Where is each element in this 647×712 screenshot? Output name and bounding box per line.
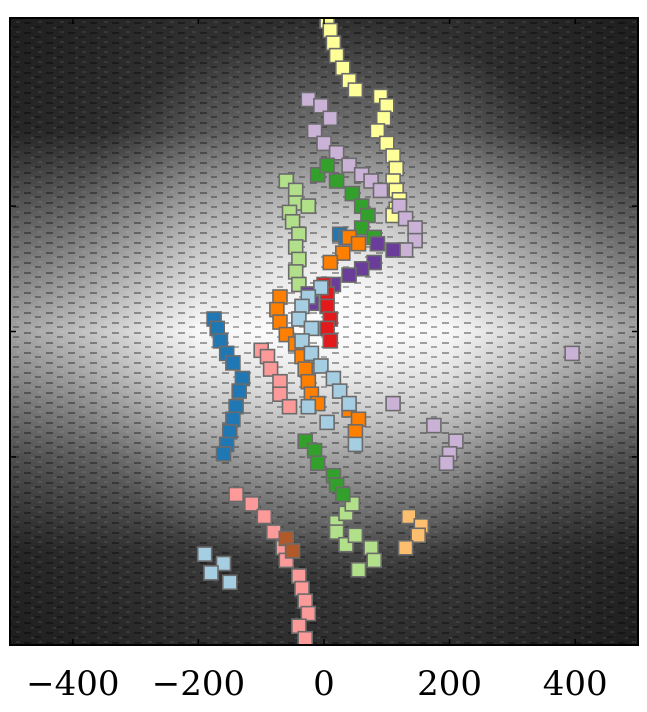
data-point-s8-p12 — [319, 414, 335, 431]
data-point-s5-p0 — [369, 235, 386, 252]
data-point-s3-p13 — [334, 486, 351, 503]
data-point-s8-p10 — [341, 395, 357, 412]
series-2 — [278, 173, 383, 578]
data-point-s8-p13 — [347, 436, 364, 453]
data-point-s4-p13 — [215, 445, 232, 462]
data-point-s11-p1 — [284, 543, 301, 559]
data-point-s1-p20 — [438, 455, 455, 472]
data-point-s2-p18 — [366, 552, 383, 569]
data-point-s8-p5 — [294, 333, 310, 349]
x-tick-label-4: 400 — [543, 664, 608, 704]
data-point-s2-p19 — [350, 561, 367, 578]
series-3 — [297, 157, 383, 503]
data-point-s6-p1 — [350, 235, 367, 252]
data-point-s1-p16 — [385, 395, 401, 412]
data-point-s10-p2 — [410, 527, 427, 544]
data-point-s1-p9 — [372, 182, 389, 199]
data-point-s9-p6 — [228, 486, 244, 503]
data-point-s9-p17 — [297, 630, 314, 645]
data-point-s10-p3 — [397, 539, 414, 556]
series-11 — [278, 530, 301, 559]
data-point-s8-p9 — [331, 383, 348, 399]
data-point-s4-p6 — [225, 355, 241, 371]
data-point-s0-p6 — [347, 82, 364, 98]
data-point-s2-p4 — [300, 198, 317, 214]
data-point-s1-p5 — [328, 145, 345, 161]
data-point-s9-p5 — [281, 398, 298, 415]
data-point-s9-p4 — [272, 386, 288, 403]
data-point-s8-p3 — [291, 311, 307, 327]
data-point-s8-p4 — [303, 320, 320, 337]
axis-ticks — [10, 18, 638, 645]
data-point-s1-p6 — [341, 157, 357, 174]
data-point-s8-p15 — [215, 555, 232, 572]
data-point-s3-p3 — [344, 185, 361, 202]
data-point-s8-p11 — [300, 398, 317, 415]
data-point-s9-p8 — [256, 508, 273, 525]
data-point-s3-p1 — [319, 157, 335, 174]
series-10 — [397, 508, 430, 556]
data-point-s8-p14 — [196, 546, 213, 562]
series-4 — [206, 226, 354, 462]
data-point-s4-p8 — [231, 383, 247, 399]
data-point-s9-p2 — [262, 361, 279, 377]
data-point-s7-p5 — [322, 333, 339, 349]
data-point-s8-p0 — [313, 279, 329, 296]
series-0 — [319, 18, 408, 224]
data-point-s1-p17 — [426, 417, 442, 434]
data-point-s3-p10 — [309, 455, 326, 472]
data-point-s9-p7 — [244, 496, 260, 512]
series-1 — [300, 91, 580, 472]
data-point-s5-p1 — [385, 242, 401, 258]
x-tick-label-3: 200 — [417, 664, 482, 704]
data-point-s3-p2 — [328, 173, 345, 189]
data-point-s1-p1 — [313, 98, 329, 114]
data-point-s6-p2 — [334, 245, 351, 261]
data-point-s8-p17 — [222, 574, 238, 591]
data-point-s5-p4 — [341, 267, 357, 283]
data-point-s8-p7 — [313, 358, 329, 374]
series-9 — [228, 342, 317, 645]
data-point-s9-p15 — [300, 605, 317, 622]
series-8 — [196, 279, 364, 591]
markers — [196, 18, 580, 645]
data-point-s8-p6 — [303, 345, 320, 362]
plot-area — [10, 18, 638, 645]
data-point-s1-p15 — [564, 345, 580, 362]
x-tick-label-0: −400 — [26, 664, 119, 704]
data-point-s3-p6 — [353, 220, 370, 236]
data-point-s8-p16 — [203, 565, 219, 581]
data-point-s1-p4 — [316, 135, 332, 152]
x-tick-label-2: 0 — [313, 664, 335, 704]
data-point-s6-p3 — [322, 254, 339, 271]
x-tick-labels: −400 −200 0 200 400 — [26, 664, 608, 704]
data-point-s2-p14 — [328, 524, 345, 540]
data-point-s1-p3 — [306, 123, 323, 139]
x-tick-label-1: −200 — [152, 664, 245, 704]
data-point-s10-p0 — [400, 508, 417, 525]
data-point-s0-p10 — [369, 123, 386, 139]
data-point-s2-p16 — [347, 527, 364, 544]
data-point-s1-p2 — [322, 110, 339, 127]
